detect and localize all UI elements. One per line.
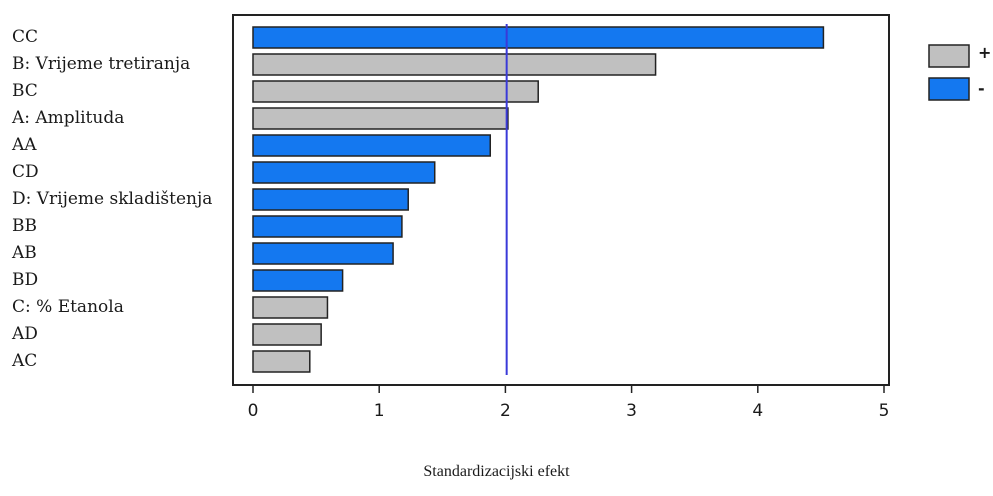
bar-bd bbox=[252, 269, 344, 292]
category-label: AB bbox=[11, 243, 37, 263]
bar-b-vrijeme-tretiranja bbox=[252, 53, 657, 76]
category-label: D: Vrijeme skladištenja bbox=[12, 189, 212, 209]
bars-group bbox=[252, 26, 825, 373]
x-tick-label: 4 bbox=[752, 401, 763, 421]
category-label: C: % Etanola bbox=[12, 297, 124, 317]
bar-c-etanola bbox=[252, 296, 329, 319]
bar-ab bbox=[252, 242, 394, 265]
category-label: B: Vrijeme tretiranja bbox=[12, 54, 190, 74]
category-label: BD bbox=[12, 270, 38, 290]
x-tick-label: 5 bbox=[879, 401, 890, 421]
bar-d-vrijeme-skladi-tenja bbox=[252, 188, 409, 211]
bar-bc bbox=[252, 80, 539, 103]
category-labels: CC B: Vrijeme tretiranja BC A: Amplituda AA C… bbox=[11, 27, 212, 371]
bar-aa bbox=[252, 134, 492, 157]
category-label: BC bbox=[12, 81, 38, 101]
legend-label: + bbox=[978, 43, 991, 62]
category-label: AA bbox=[11, 135, 37, 155]
bar-ac bbox=[252, 350, 311, 373]
bar-bb bbox=[252, 215, 403, 238]
category-label: BB bbox=[12, 216, 37, 236]
legend-swatch-negative bbox=[928, 77, 970, 101]
x-tick-label: 3 bbox=[626, 401, 637, 421]
category-label: AD bbox=[11, 324, 38, 344]
x-axis-ticks: 0 1 2 3 4 5 bbox=[248, 385, 890, 421]
bar-ad bbox=[252, 323, 322, 346]
bar-a-amplituda bbox=[252, 107, 509, 130]
category-label: CD bbox=[12, 162, 39, 182]
x-tick-label: 1 bbox=[374, 401, 385, 421]
category-label: CC bbox=[12, 27, 38, 47]
category-label: AC bbox=[11, 351, 37, 371]
legend: +- bbox=[928, 43, 991, 101]
x-tick-label: 0 bbox=[248, 401, 259, 421]
x-tick-label: 2 bbox=[500, 401, 511, 421]
legend-label: - bbox=[978, 79, 985, 98]
bar-cc bbox=[252, 26, 825, 49]
x-axis-label: Standardizacijski efekt bbox=[423, 463, 570, 480]
category-label: A: Amplituda bbox=[11, 108, 124, 128]
legend-swatch-positive bbox=[928, 44, 970, 68]
bar-cd bbox=[252, 161, 436, 184]
